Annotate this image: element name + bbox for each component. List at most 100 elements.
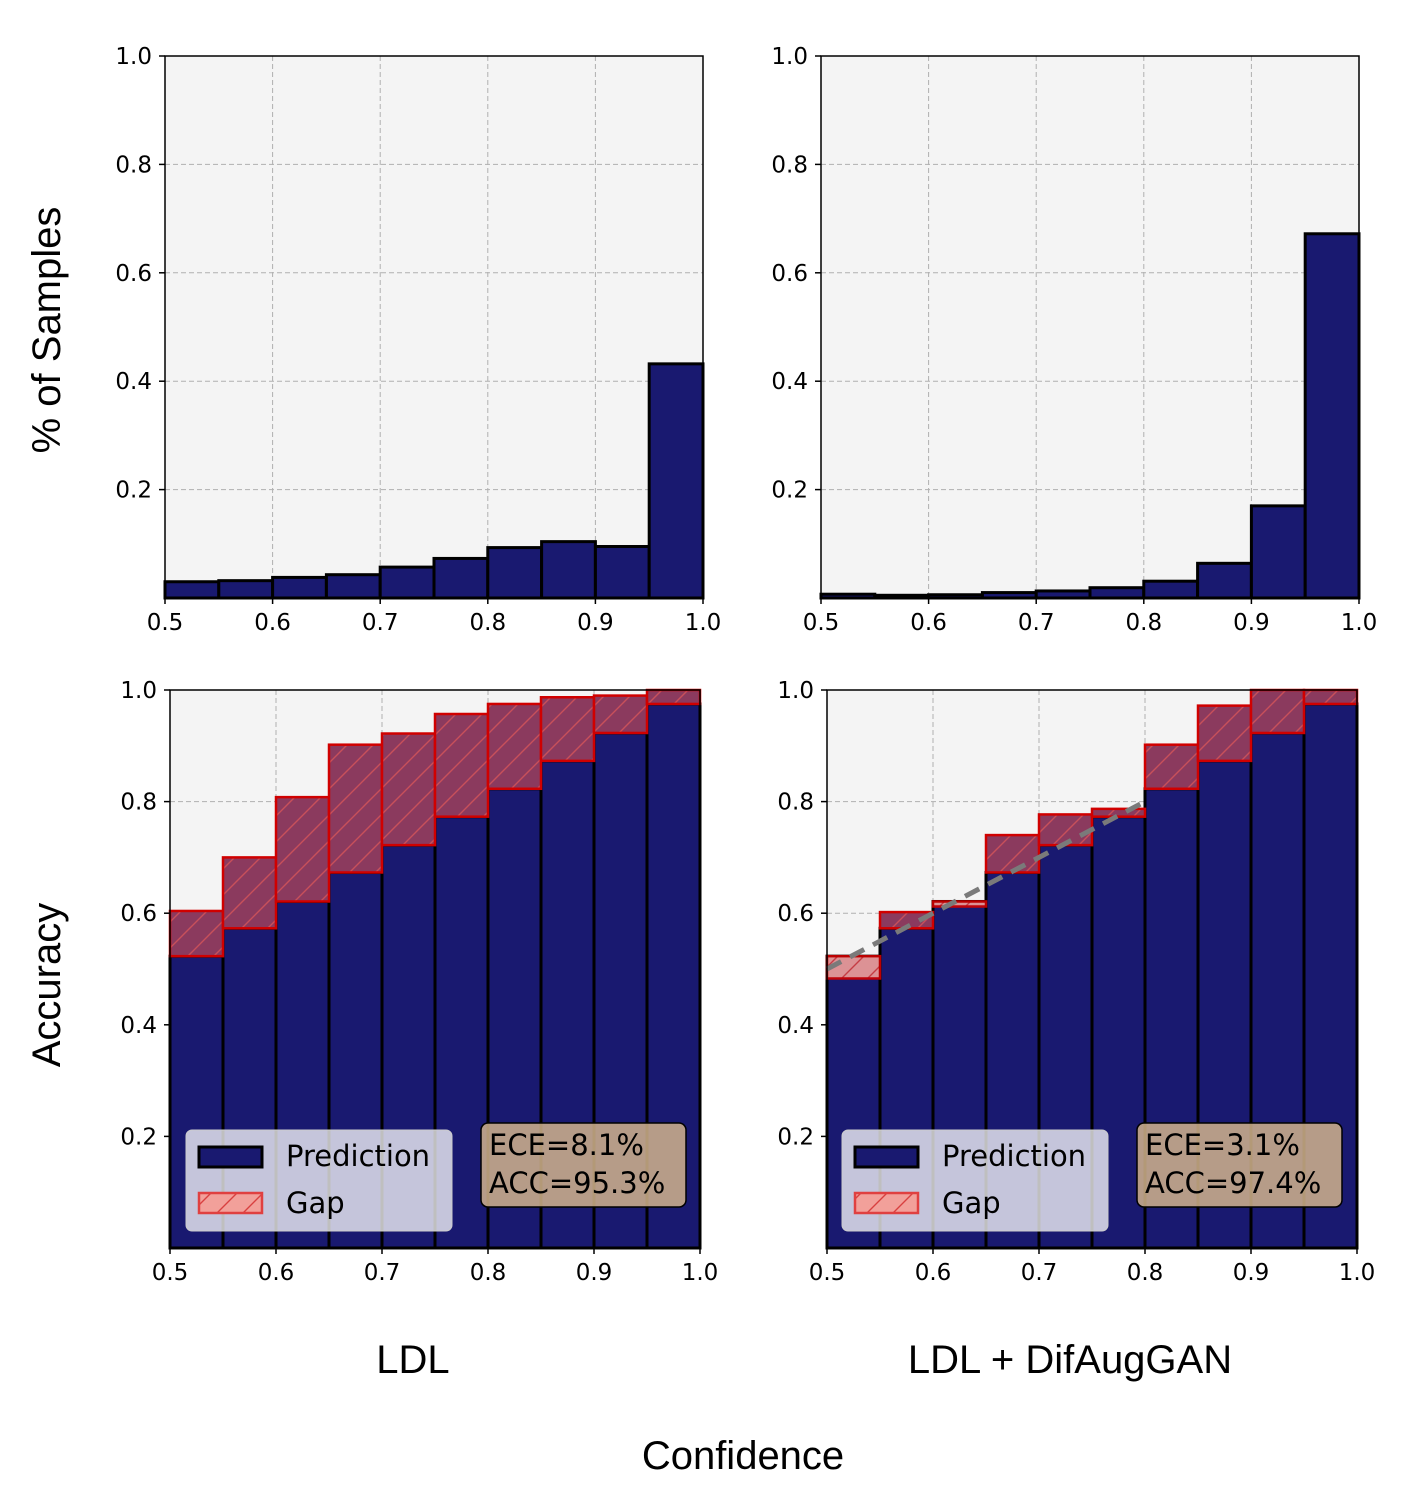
histogram-bar: [271, 575, 328, 600]
x-tick-label: 0.9: [576, 1260, 613, 1286]
x-tick-label: 0.9: [577, 610, 614, 636]
x-tick-label: 0.7: [1018, 610, 1055, 636]
x-tick-label: 0.9: [1233, 610, 1270, 636]
gap-bar: [1037, 813, 1094, 847]
x-tick-label: 0.6: [254, 610, 291, 636]
x-tick-label: 0.6: [915, 1260, 952, 1286]
gap-bar: [931, 900, 988, 908]
x-tick-label: 1.0: [682, 1260, 719, 1286]
legend: Prediction Gap: [841, 1129, 1109, 1232]
y-tick-label: 0.6: [120, 901, 157, 927]
acc-value: ACC=95.3%: [489, 1166, 665, 1200]
axes-frame: [164, 55, 704, 599]
histogram-bar: [980, 591, 1038, 600]
x-tick-label: 0.7: [362, 610, 399, 636]
histogram-bar: [432, 556, 490, 600]
x-axis-label-confidence: Confidence: [642, 1434, 844, 1478]
gap-bar: [486, 702, 543, 791]
y-tick-label: 0.6: [115, 261, 152, 287]
acc-value: ACC=97.4%: [1145, 1166, 1321, 1200]
gap-bar: [1090, 807, 1147, 818]
y-tick-label: 1.0: [771, 44, 808, 70]
y-tick-label: 1.0: [120, 678, 157, 704]
histogram-bar: [217, 579, 275, 600]
ticks: 0.5 0.6 0.7 0.8 0.9 1.0 0.2 0.4 0.6 0.8 1.0: [771, 44, 1377, 636]
histogram-bar: [378, 565, 436, 600]
y-tick-label: 1.0: [777, 678, 814, 704]
diagonal-reference-line: [825, 799, 1147, 972]
y-axis-label-top: % of Samples: [25, 207, 69, 454]
plot-background: [165, 56, 703, 598]
histogram-bar: [486, 546, 544, 600]
stats-box-background: [480, 1122, 687, 1208]
x-tick-label: 1.0: [1341, 610, 1378, 636]
histogram-bar: [1196, 561, 1253, 600]
gap-bar: [433, 712, 490, 818]
histogram-bar: [1088, 586, 1146, 600]
gap-bar: [984, 833, 1041, 874]
legend-swatch-gap: [197, 1191, 264, 1215]
gap-bar: [539, 696, 596, 763]
gap-bar: [327, 743, 384, 874]
ticks: 0.5 0.6 0.7 0.8 0.9 1.0 0.2 0.4 0.6 0.8 1.0: [115, 44, 721, 636]
x-tick-label: 0.6: [910, 610, 947, 636]
gap-bar: [1249, 688, 1306, 735]
x-tick-label: 0.8: [470, 1260, 507, 1286]
ticks: 0.5 0.6 0.7 0.8 0.9 1.0 0.2 0.4 0.6 0.8 1.0: [777, 678, 1375, 1286]
histogram-bar: [324, 573, 382, 600]
x-tick-label: 1.0: [1339, 1260, 1376, 1286]
y-tick-label: 0.8: [771, 152, 808, 178]
y-tick-label: 0.8: [777, 790, 814, 816]
y-tick-label: 0.4: [120, 1013, 157, 1039]
y-tick-label: 0.4: [777, 1013, 814, 1039]
column-label-ldl-difauggan: LDL + DifAugGAN: [908, 1338, 1232, 1382]
legend-swatch-prediction: [853, 1145, 920, 1169]
y-tick-label: 0.4: [115, 369, 152, 395]
legend-label-prediction: Prediction: [942, 1139, 1086, 1173]
legend-label-gap: Gap: [286, 1186, 345, 1220]
gap-bar: [168, 909, 225, 958]
x-tick-label: 0.8: [1127, 1260, 1164, 1286]
axes-frame: [820, 55, 1360, 599]
y-axis-label-bottom: Accuracy: [25, 903, 69, 1068]
ece-value: ECE=3.1%: [1145, 1128, 1300, 1162]
histogram-bar: [593, 545, 651, 600]
y-tick-label: 1.0: [115, 44, 152, 70]
y-tick-label: 0.6: [771, 261, 808, 287]
x-tick-label: 0.7: [1021, 1260, 1058, 1286]
x-tick-label: 0.7: [364, 1260, 401, 1286]
y-tick-label: 0.2: [120, 1124, 157, 1150]
y-tick-label: 0.2: [771, 478, 808, 504]
gap-bar: [221, 856, 278, 930]
legend-swatch-prediction: [197, 1145, 264, 1169]
x-tick-label: 0.5: [152, 1260, 189, 1286]
stats-box: ECE=8.1% ACC=95.3%: [480, 1122, 687, 1208]
column-label-ldl: LDL: [376, 1338, 449, 1382]
gap-bar: [1143, 743, 1200, 791]
panel-top-right: 0.5 0.6 0.7 0.8 0.9 1.0 0.2 0.4 0.6 0.8 1.0: [771, 44, 1377, 636]
histogram-bar: [540, 540, 597, 600]
x-tick-label: 0.9: [1233, 1260, 1270, 1286]
stats-box: ECE=3.1% ACC=97.4%: [1136, 1122, 1343, 1208]
ece-value: ECE=8.1%: [489, 1128, 644, 1162]
histogram-bar: [1303, 232, 1361, 600]
legend: Prediction Gap: [185, 1129, 453, 1232]
x-tick-label: 0.8: [1126, 610, 1163, 636]
gap-bar: [1302, 688, 1359, 706]
y-tick-label: 0.6: [777, 901, 814, 927]
gap-bar: [592, 694, 649, 735]
gap-bar: [380, 732, 437, 847]
x-tick-label: 0.5: [147, 610, 184, 636]
x-tick-label: 0.8: [470, 610, 507, 636]
axes-frame: [169, 689, 701, 1249]
histogram-bar: [1249, 504, 1307, 600]
x-tick-label: 1.0: [685, 610, 722, 636]
y-tick-label: 0.8: [120, 790, 157, 816]
x-tick-label: 0.6: [258, 1260, 295, 1286]
y-tick-label: 0.2: [115, 478, 152, 504]
y-tick-label: 0.8: [115, 152, 152, 178]
histogram-bar: [1142, 579, 1200, 600]
x-tick-label: 0.5: [809, 1260, 846, 1286]
